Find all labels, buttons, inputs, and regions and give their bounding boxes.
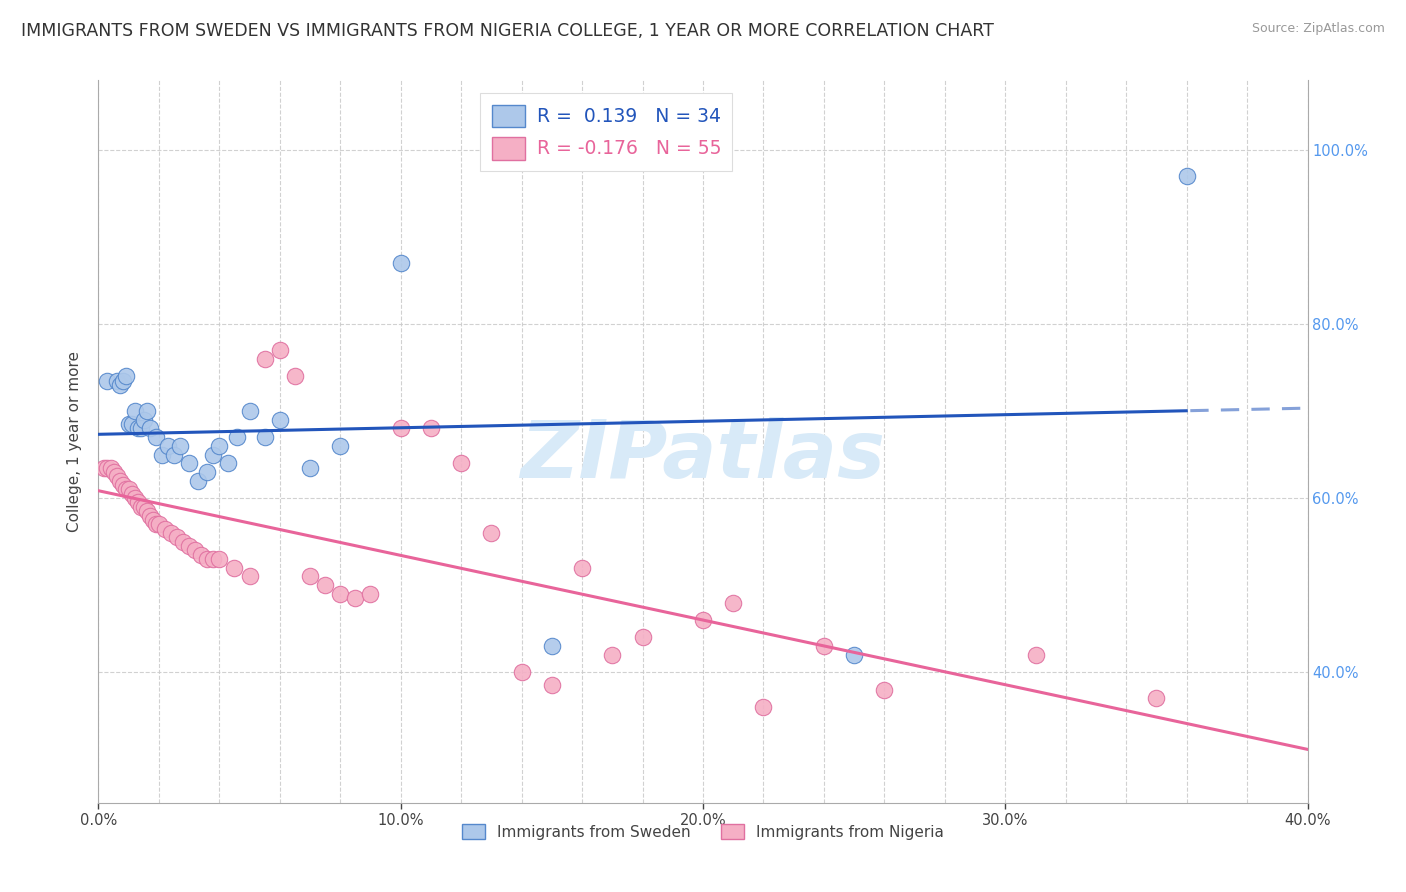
Point — [314, 578, 336, 592]
Point — [135, 504, 157, 518]
Y-axis label: College, 1 year or more: College, 1 year or more — [67, 351, 83, 532]
Point — [129, 421, 152, 435]
Point — [269, 413, 291, 427]
Point — [111, 374, 134, 388]
Point — [239, 569, 262, 583]
Point — [540, 678, 562, 692]
Point — [121, 417, 143, 431]
Point — [179, 456, 201, 470]
Point — [195, 465, 218, 479]
Legend: Immigrants from Sweden, Immigrants from Nigeria: Immigrants from Sweden, Immigrants from … — [456, 818, 950, 846]
Text: ZIPatlas: ZIPatlas — [520, 417, 886, 495]
Point — [103, 465, 125, 479]
Point — [142, 513, 165, 527]
Point — [1144, 691, 1167, 706]
Point — [571, 561, 593, 575]
Point — [129, 500, 152, 514]
Point — [139, 508, 162, 523]
Point — [105, 374, 128, 388]
Point — [389, 256, 412, 270]
Point — [93, 460, 115, 475]
Point — [153, 522, 176, 536]
Point — [190, 548, 212, 562]
Point — [344, 591, 367, 606]
Text: Source: ZipAtlas.com: Source: ZipAtlas.com — [1251, 22, 1385, 36]
Point — [226, 430, 249, 444]
Point — [269, 343, 291, 358]
Point — [114, 483, 136, 497]
Point — [111, 478, 134, 492]
Point — [253, 430, 276, 444]
Point — [127, 421, 149, 435]
Point — [163, 448, 186, 462]
Point — [108, 474, 131, 488]
Point — [208, 439, 231, 453]
Point — [602, 648, 624, 662]
Point — [329, 439, 352, 453]
Point — [118, 483, 141, 497]
Point — [299, 460, 322, 475]
Point — [148, 517, 170, 532]
Point — [105, 469, 128, 483]
Point — [145, 517, 167, 532]
Point — [150, 448, 173, 462]
Text: IMMIGRANTS FROM SWEDEN VS IMMIGRANTS FROM NIGERIA COLLEGE, 1 YEAR OR MORE CORREL: IMMIGRANTS FROM SWEDEN VS IMMIGRANTS FRO… — [21, 22, 994, 40]
Point — [160, 525, 183, 540]
Point — [253, 351, 276, 366]
Point — [156, 439, 179, 453]
Point — [195, 552, 218, 566]
Point — [360, 587, 382, 601]
Point — [179, 539, 201, 553]
Point — [813, 639, 835, 653]
Point — [96, 460, 118, 475]
Point — [202, 448, 225, 462]
Point — [329, 587, 352, 601]
Point — [752, 700, 775, 714]
Point — [1024, 648, 1046, 662]
Point — [692, 613, 714, 627]
Point — [172, 534, 194, 549]
Point — [127, 495, 149, 509]
Point — [299, 569, 322, 583]
Point — [844, 648, 866, 662]
Point — [510, 665, 533, 680]
Point — [540, 639, 562, 653]
Point — [145, 430, 167, 444]
Point — [96, 374, 118, 388]
Point — [873, 682, 896, 697]
Point — [284, 369, 307, 384]
Point — [631, 631, 654, 645]
Point — [420, 421, 443, 435]
Point — [450, 456, 472, 470]
Point — [217, 456, 239, 470]
Point — [208, 552, 231, 566]
Point — [118, 417, 141, 431]
Point — [121, 487, 143, 501]
Point — [1175, 169, 1198, 183]
Point — [481, 525, 503, 540]
Point — [132, 500, 155, 514]
Point — [184, 543, 207, 558]
Point — [132, 413, 155, 427]
Point — [114, 369, 136, 384]
Point — [139, 421, 162, 435]
Point — [100, 460, 122, 475]
Point — [166, 530, 188, 544]
Point — [239, 404, 262, 418]
Point — [202, 552, 225, 566]
Point — [224, 561, 246, 575]
Point — [108, 378, 131, 392]
Point — [389, 421, 412, 435]
Point — [124, 491, 146, 505]
Point — [187, 474, 209, 488]
Point — [723, 596, 745, 610]
Point — [169, 439, 191, 453]
Point — [124, 404, 146, 418]
Point — [135, 404, 157, 418]
